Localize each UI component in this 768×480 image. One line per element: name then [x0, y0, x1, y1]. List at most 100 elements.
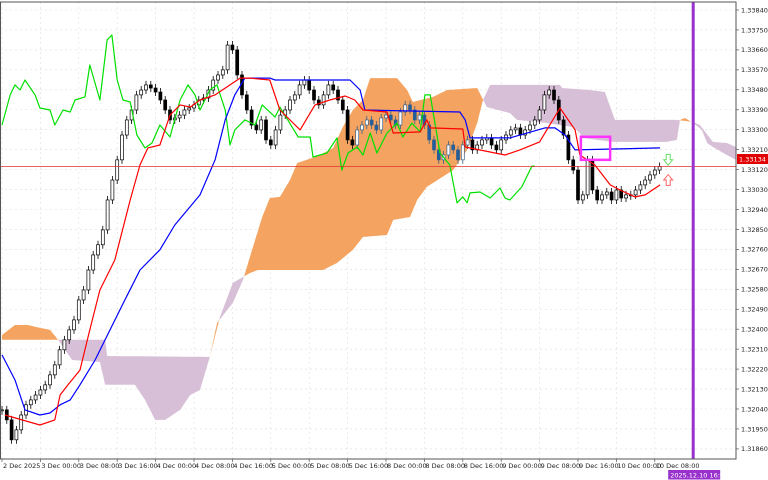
annotations — [0, 2, 736, 459]
candle-bullish — [115, 159, 120, 181]
candle-bullish — [211, 79, 216, 91]
candle-bullish — [604, 191, 609, 196]
y-tick-label: 1.33390 — [741, 106, 768, 114]
x-tick-label: 2 Dec 2025 — [3, 462, 40, 470]
x-tick-label: 10 Dec 08:00 — [656, 462, 700, 470]
candle-bullish — [384, 114, 388, 119]
x-tick-label: 5 Dec 08:00 — [310, 462, 350, 470]
x-tick-label: 9 Dec 08:00 — [541, 462, 581, 470]
candle-bearish — [340, 99, 345, 111]
candle-bearish — [264, 119, 268, 141]
candle-bullish — [465, 139, 470, 146]
y-tick-label: 1.33210 — [741, 146, 768, 154]
cloud-bullish-segment — [2, 325, 59, 341]
candle-bullish — [600, 194, 604, 201]
y-tick-label: 1.33570 — [741, 66, 768, 74]
candle-bullish — [398, 111, 403, 126]
candle-bearish — [552, 89, 556, 101]
y-tick-label: 1.32670 — [741, 266, 768, 274]
candle-bearish — [331, 84, 336, 91]
candle-bullish — [76, 299, 81, 321]
candle-bullish — [547, 89, 552, 96]
y-tick-label: 1.33840 — [741, 6, 768, 14]
candle-bullish — [43, 384, 48, 391]
y-tick-label: 1.31950 — [741, 425, 768, 433]
x-tick-label: 9 Dec 16:00 — [579, 462, 619, 470]
candle-bearish — [451, 144, 456, 151]
arrow-down-icon — [662, 173, 674, 186]
candle-bullish — [542, 94, 547, 111]
candle-bearish — [345, 109, 350, 141]
candle-bullish — [48, 374, 52, 386]
candle-bullish — [528, 124, 532, 131]
candle-bearish — [489, 137, 494, 146]
cloud-bearish-segment — [58, 339, 210, 420]
candle-bullish — [278, 114, 283, 131]
candle-bullish — [446, 144, 451, 156]
x-tick-label: 5 Dec 16:00 — [349, 462, 389, 470]
candle-bullish — [105, 199, 110, 231]
candle-bullish — [460, 144, 465, 161]
x-tick-label: 8 Dec 16:00 — [464, 462, 504, 470]
y-tick-label: 1.33660 — [741, 46, 768, 54]
x-tick-label: 4 Dec 08:00 — [195, 462, 235, 470]
arrow-up-icon — [662, 153, 674, 166]
cloud-bearish-segment — [483, 84, 681, 142]
x-tick-label: 10 Dec 00:00 — [617, 462, 661, 470]
candle-bullish — [57, 349, 62, 366]
candle-bearish — [576, 169, 580, 201]
candle-bullish — [182, 109, 187, 116]
candle-bullish — [100, 229, 105, 246]
candle-bullish — [110, 179, 115, 201]
candle-bullish — [355, 129, 360, 146]
candle-bullish — [585, 159, 590, 196]
candle-bullish — [67, 329, 72, 341]
cloud-bullish-segment — [680, 118, 692, 122]
candle-bullish — [624, 194, 628, 199]
candle-bearish — [518, 127, 523, 136]
candle-bullish — [417, 114, 422, 121]
candle-bearish — [350, 139, 355, 146]
candle-bullish — [580, 194, 585, 201]
candle-bullish — [360, 124, 364, 131]
candle-bullish — [187, 107, 192, 111]
candle-bullish — [259, 119, 264, 131]
candle-bullish — [33, 394, 38, 401]
y-tick-label: 1.32220 — [741, 365, 768, 373]
candle-bullish — [364, 119, 369, 126]
candle-bullish — [81, 289, 86, 301]
candle-bearish — [158, 91, 163, 101]
candle-bullish — [326, 84, 331, 96]
y-tick-label: 1.33120 — [741, 166, 768, 174]
cloud-bearish-segment — [219, 275, 245, 320]
candle-bearish — [470, 139, 475, 151]
candle-bearish — [9, 419, 14, 441]
y-tick-label: 1.33300 — [741, 126, 768, 134]
candle-bullish — [144, 84, 148, 91]
candle-bearish — [254, 124, 259, 131]
candle-bearish — [432, 139, 436, 151]
candle-bearish — [595, 189, 600, 201]
candle-bullish — [537, 109, 542, 121]
candle-bullish — [638, 184, 643, 191]
candle-bearish — [412, 109, 417, 121]
candle-bullish — [614, 189, 619, 201]
candle-bullish — [508, 129, 513, 136]
candle-bearish — [388, 114, 393, 121]
candle-bearish — [369, 119, 374, 126]
cloud-bullish-segment — [244, 78, 484, 277]
candle-bullish — [288, 99, 292, 111]
candle-bearish — [609, 191, 614, 201]
y-tick-label: 1.33750 — [741, 26, 768, 34]
candle-bullish — [14, 429, 19, 441]
candle-bearish — [244, 94, 249, 111]
candle-bullish — [657, 166, 662, 171]
candle-bearish — [307, 79, 312, 91]
y-tick-label: 1.32850 — [741, 226, 768, 234]
y-tick-label: 1.32040 — [741, 405, 768, 413]
y-tick-label: 1.32310 — [741, 345, 768, 353]
candle-bearish — [408, 104, 412, 111]
kijun-sen-line — [1, 77, 661, 416]
